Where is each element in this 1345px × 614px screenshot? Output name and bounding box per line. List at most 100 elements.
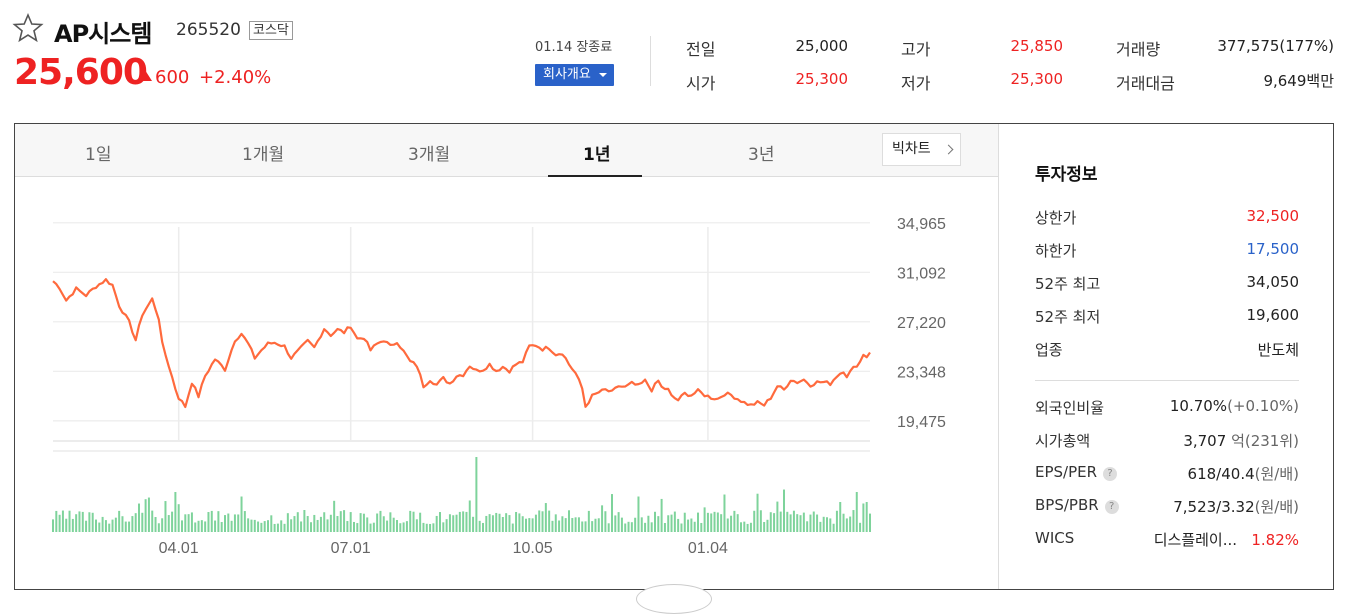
volume-bar [644, 522, 647, 532]
low52-row: 52주 최저 19,600 [1035, 300, 1299, 333]
eps-per-label: EPS/PER [1035, 463, 1098, 481]
volume-bar [710, 513, 713, 532]
investment-info: 투자정보 상한가 32,500 하한가 17,500 52주 최고 34,050… [1035, 160, 1299, 556]
market-cap-label: 시가총액 [1035, 432, 1091, 450]
volume-bar [650, 522, 653, 532]
sector-value[interactable]: 반도체 [1257, 341, 1299, 359]
tab-3year[interactable]: 3년 [748, 145, 775, 165]
high-label: 고가 [901, 40, 931, 59]
volume-bar [491, 515, 494, 532]
volume-bar [640, 517, 643, 532]
volume-bar [58, 514, 61, 532]
volume-bar [617, 512, 620, 532]
low-value: 25,300 [1010, 70, 1064, 88]
volume-bar [601, 505, 604, 532]
eps-per-value: 618/40.4(원/배) [1188, 463, 1299, 484]
volume-bar [663, 523, 666, 532]
volume-bar [720, 514, 723, 532]
volume-bar [379, 510, 382, 532]
volume-bar [227, 513, 230, 532]
volume-bar [802, 512, 805, 532]
volume-bar [376, 513, 379, 532]
volume-bar [832, 523, 835, 532]
volume-value: 377,575(177%) [1217, 37, 1334, 55]
volume-bar [733, 510, 736, 532]
volume-bar [214, 520, 217, 532]
company-overview-button[interactable]: 회사개요 [535, 64, 614, 86]
volume-bar [151, 510, 154, 532]
volume-bar [442, 522, 445, 532]
volume-bar [482, 522, 484, 532]
foreign-ratio-value: 10.70%(+0.10%) [1170, 397, 1299, 415]
tab-1year[interactable]: 1년 [583, 145, 611, 165]
volume-bar [396, 520, 398, 532]
tab-1day[interactable]: 1일 [85, 145, 112, 165]
volume-bar [687, 519, 690, 532]
volume-bar [319, 516, 322, 532]
volume-bar [167, 515, 170, 532]
favorite-star-icon[interactable] [12, 12, 44, 44]
volume-bar [104, 520, 107, 532]
volume-bar [425, 523, 428, 532]
volume-bar [591, 521, 594, 532]
volume-bar [98, 522, 101, 532]
volume-bar [247, 518, 250, 532]
volume-bar [597, 518, 600, 532]
volume-bar [677, 518, 680, 532]
volume-bar [392, 517, 395, 532]
market-cap-value: 3,707 억(231위) [1183, 430, 1299, 451]
volume-bar [852, 510, 855, 532]
volume-bar [673, 511, 676, 532]
volume-bar [697, 512, 699, 532]
volume-bar [822, 516, 825, 532]
volume-bar [372, 522, 375, 532]
volume-bar [485, 515, 488, 532]
wics-sector[interactable]: 디스플레이... [1153, 531, 1238, 549]
volume-bar [366, 517, 369, 532]
volume-bar [439, 512, 441, 532]
volume-bar [614, 515, 617, 532]
volume-bar [190, 512, 193, 532]
tab-3month[interactable]: 3개월 [408, 145, 451, 165]
volume-bar [71, 518, 74, 532]
volume-bar [468, 500, 471, 532]
volume-bar [243, 511, 246, 532]
volume-bar [52, 519, 54, 532]
volume-bar [693, 521, 696, 532]
volume-bar [541, 511, 544, 532]
y-tick-label: 19,475 [897, 414, 946, 431]
volume-bar [402, 522, 405, 532]
volume-bar [253, 519, 256, 532]
volume-bar [200, 520, 203, 532]
info-divider [1035, 380, 1299, 381]
volume-bar [336, 516, 339, 532]
volume-bar [538, 510, 541, 532]
wics-value: 디스플레이... 1.82% [1154, 529, 1299, 550]
big-chart-button[interactable]: 빅차트 [882, 133, 961, 166]
bps-pbr-row: BPS/PBR? 7,523/3.32(원/배) [1035, 490, 1299, 523]
tab-1month[interactable]: 1개월 [242, 145, 285, 165]
volume-bar [634, 517, 637, 532]
volume-bar [339, 511, 342, 532]
scroll-handle[interactable] [636, 584, 712, 614]
volume-bar [637, 496, 640, 532]
volume-bar [620, 517, 623, 532]
volume-bar [85, 520, 88, 532]
volume-bar [303, 510, 306, 532]
lower-limit-value: 17,500 [1246, 240, 1300, 258]
help-icon[interactable]: ? [1104, 500, 1119, 514]
volume-bar [55, 510, 58, 532]
volume-bar [220, 522, 223, 532]
x-tick-label: 04.01 [159, 540, 199, 557]
up-arrow-icon [138, 70, 152, 81]
volume-bar [862, 503, 865, 532]
volume-bar [432, 523, 435, 532]
help-icon[interactable]: ? [1103, 467, 1118, 481]
prev-close-value: 25,000 [795, 37, 849, 55]
volume-bar [558, 520, 561, 532]
high52-label: 52주 최고 [1035, 275, 1101, 293]
volume-bar [766, 519, 769, 532]
low52-value: 19,600 [1246, 306, 1300, 324]
chevron-right-icon [943, 144, 954, 155]
y-tick-label: 23,348 [897, 364, 946, 381]
